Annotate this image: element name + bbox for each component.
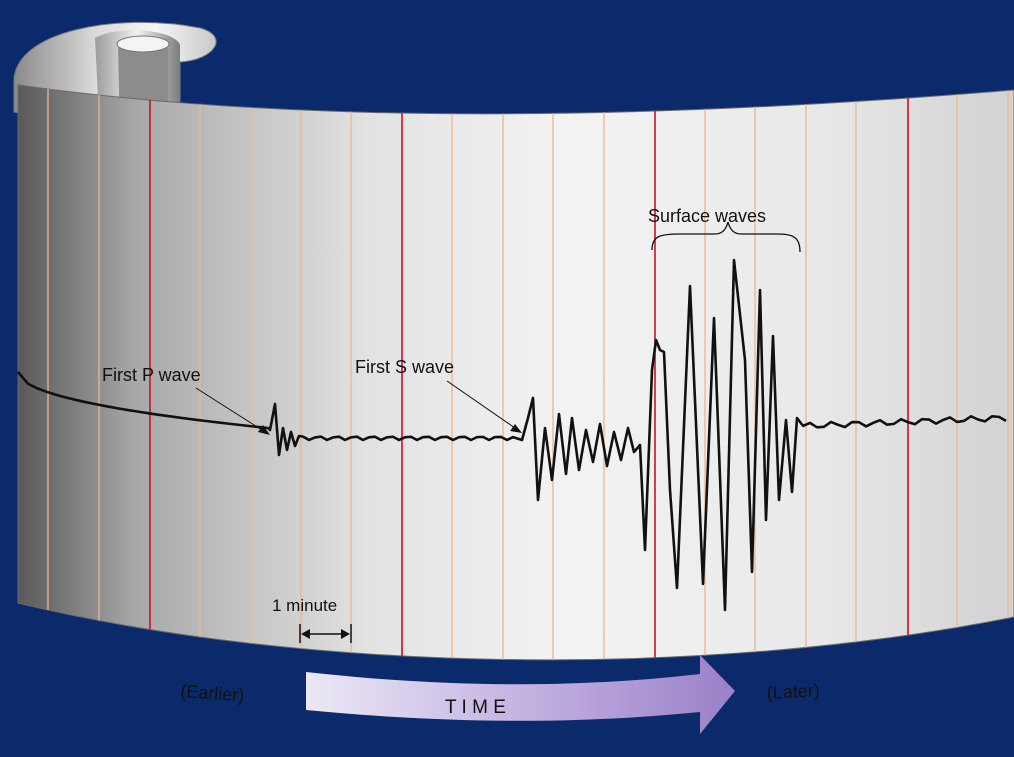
time-grid-lines — [47, 85, 1009, 660]
first-p-wave-pointer — [195, 387, 270, 435]
first-s-wave-pointer — [446, 380, 522, 433]
later-label: (Later) — [766, 680, 820, 703]
surface-waves-label: Surface waves — [648, 206, 766, 226]
first-p-wave-label: First P wave — [102, 365, 201, 385]
earlier-label: (Earlier) — [180, 681, 245, 705]
time-arrow-icon — [306, 655, 735, 734]
seismic-trace — [17, 258, 1007, 612]
one-minute-scale-icon — [299, 624, 352, 643]
first-s-wave-label: First S wave — [355, 357, 454, 377]
one-minute-label: 1 minute — [272, 596, 337, 615]
surface-waves-brace — [651, 221, 801, 253]
time-label: T I M E — [445, 697, 506, 718]
